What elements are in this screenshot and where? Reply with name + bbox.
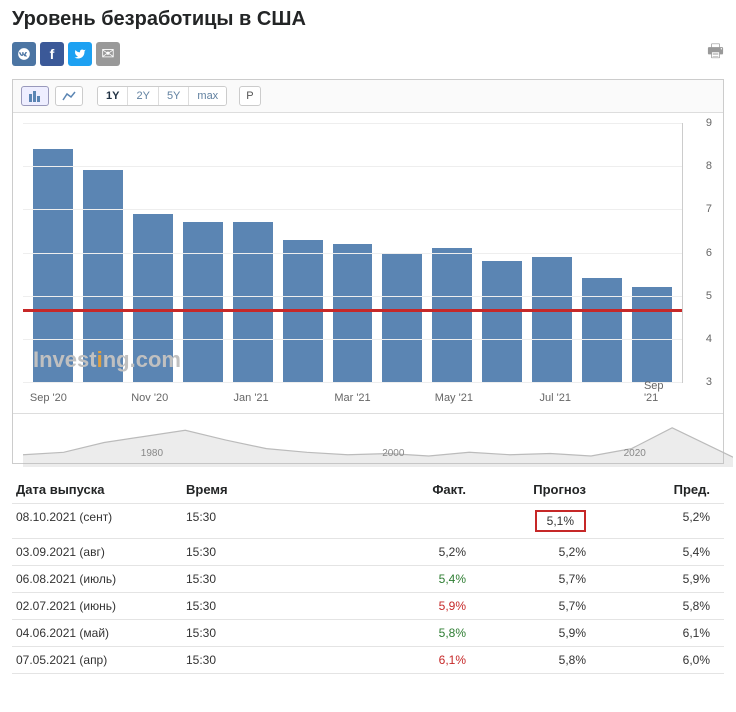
cell-forecast: 5,8%	[466, 653, 586, 667]
reference-line	[23, 309, 682, 312]
y-axis-label: 3	[706, 376, 712, 388]
chart-plot-area: 3 4 5 6 7 8 9 Sep '20 Nov '20 Jan '21 Mar '21 May '…	[13, 113, 723, 413]
y-axis-label: 9	[706, 117, 712, 129]
col-date: Дата выпуска	[16, 482, 186, 497]
p-button[interactable]: P	[239, 86, 260, 106]
y-axis-label: 4	[706, 333, 712, 345]
cell-time: 15:30	[186, 510, 346, 532]
share-vk-button[interactable]	[12, 42, 36, 66]
cell-prev: 5,4%	[586, 545, 720, 559]
chart-type-bar-button[interactable]	[21, 86, 49, 106]
x-axis-label: Sep '20	[30, 392, 67, 404]
x-axis-label: Nov '20	[131, 392, 168, 404]
cell-fact: 5,8%	[346, 626, 466, 640]
cell-date: 02.07.2021 (июнь)	[16, 599, 186, 613]
chart-type-line-button[interactable]	[55, 86, 83, 106]
cell-time: 15:30	[186, 626, 346, 640]
table-row: 04.06.2021 (май)15:305,8%5,9%6,1%	[12, 620, 724, 647]
cell-forecast: 5,2%	[466, 545, 586, 559]
table-row: 03.09.2021 (авг)15:305,2%5,2%5,4%	[12, 539, 724, 566]
x-axis-label: Mar '21	[334, 392, 370, 404]
print-button[interactable]: 🖶	[707, 39, 724, 69]
cell-prev: 6,0%	[586, 653, 720, 667]
col-forecast: Прогноз	[466, 482, 586, 497]
bar[interactable]	[333, 244, 373, 382]
cell-prev: 5,9%	[586, 572, 720, 586]
cell-forecast: 5,9%	[466, 626, 586, 640]
share-fb-button[interactable]: f	[40, 42, 64, 66]
cell-forecast: 5,1%	[466, 510, 586, 532]
x-axis-label: Jan '21	[234, 392, 269, 404]
share-tw-button[interactable]	[68, 42, 92, 66]
range-selector: 1Y 2Y 5Y max	[97, 86, 227, 106]
page-title: Уровень безработицы в США	[12, 8, 306, 31]
x-axis-label: May '21	[435, 392, 473, 404]
cell-date: 06.08.2021 (июль)	[16, 572, 186, 586]
cell-fact	[346, 510, 466, 532]
cell-fact: 5,2%	[346, 545, 466, 559]
cell-date: 04.06.2021 (май)	[16, 626, 186, 640]
cell-prev: 5,8%	[586, 599, 720, 613]
chart-container: 1Y 2Y 5Y max P 3 4 5 6 7 8 9 Sep '20 Nov '20 Jan …	[12, 79, 724, 464]
y-axis-label: 7	[706, 203, 712, 215]
share-mail-button[interactable]: ✉	[96, 42, 120, 66]
bar[interactable]	[432, 248, 472, 382]
bar[interactable]	[233, 222, 273, 382]
cell-time: 15:30	[186, 599, 346, 613]
table-header: Дата выпуска Время Факт. Прогноз Пред.	[12, 476, 724, 504]
bar[interactable]	[632, 287, 672, 382]
nav-label-3: 2020	[624, 448, 646, 459]
cell-forecast: 5,7%	[466, 599, 586, 613]
range-5y-button[interactable]: 5Y	[159, 87, 189, 105]
chart-toolbar: 1Y 2Y 5Y max P	[13, 80, 723, 113]
cell-fact: 5,9%	[346, 599, 466, 613]
y-axis-label: 8	[706, 160, 712, 172]
cell-forecast: 5,7%	[466, 572, 586, 586]
cell-prev: 5,2%	[586, 510, 720, 532]
cell-date: 08.10.2021 (сент)	[16, 510, 186, 532]
nav-label-1: 1980	[141, 448, 163, 459]
navigator-chart[interactable]: 1980 2000 2020	[13, 413, 723, 463]
table-row: 06.08.2021 (июль)15:305,4%5,7%5,9%	[12, 566, 724, 593]
cell-prev: 6,1%	[586, 626, 720, 640]
watermark: Investing.com	[33, 347, 181, 373]
bar[interactable]	[582, 278, 622, 382]
bar[interactable]	[532, 257, 572, 382]
table-row: 02.07.2021 (июнь)15:305,9%5,7%5,8%	[12, 593, 724, 620]
range-2y-button[interactable]: 2Y	[128, 87, 158, 105]
y-axis-label: 6	[706, 247, 712, 259]
col-fact: Факт.	[346, 482, 466, 497]
bar[interactable]	[382, 253, 422, 383]
nav-label-2: 2000	[382, 448, 404, 459]
col-time: Время	[186, 482, 346, 497]
cell-time: 15:30	[186, 545, 346, 559]
cell-fact: 5,4%	[346, 572, 466, 586]
bar[interactable]	[183, 222, 223, 382]
bar[interactable]	[482, 261, 522, 382]
table-row: 07.05.2021 (апр)15:306,1%5,8%6,0%	[12, 647, 724, 674]
data-table: Дата выпуска Время Факт. Прогноз Пред. 0…	[12, 476, 724, 674]
cell-time: 15:30	[186, 653, 346, 667]
cell-date: 03.09.2021 (авг)	[16, 545, 186, 559]
mail-icon: ✉	[101, 44, 114, 64]
col-prev: Пред.	[586, 482, 720, 497]
cell-time: 15:30	[186, 572, 346, 586]
y-axis-label: 5	[706, 290, 712, 302]
x-axis-label: Sep '21	[644, 380, 669, 404]
range-1y-button[interactable]: 1Y	[98, 87, 128, 105]
table-row: 08.10.2021 (сент)15:30 5,1%5,2%	[12, 504, 724, 539]
cell-date: 07.05.2021 (апр)	[16, 653, 186, 667]
cell-fact: 6,1%	[346, 653, 466, 667]
range-max-button[interactable]: max	[189, 87, 226, 105]
x-axis-label: Jul '21	[540, 392, 571, 404]
